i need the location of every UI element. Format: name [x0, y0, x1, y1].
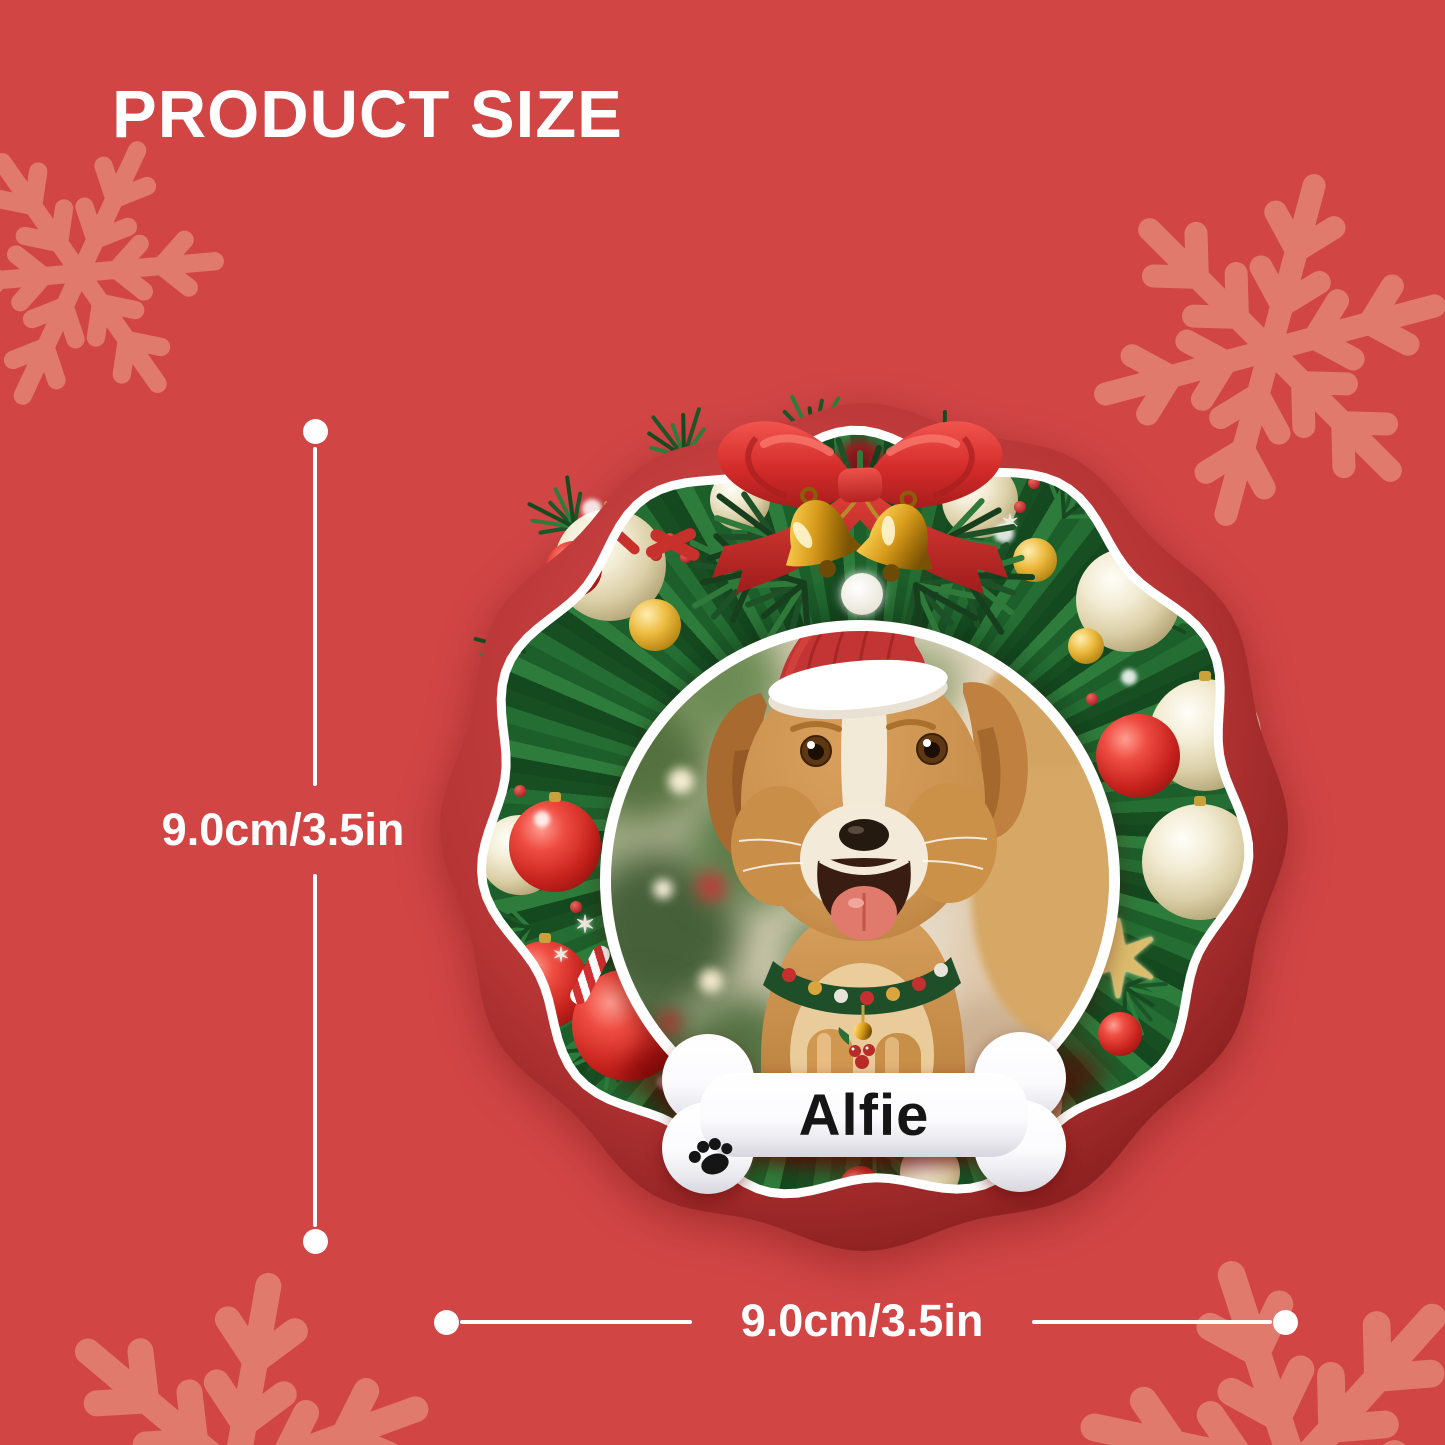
bauble-cap — [539, 933, 551, 943]
bauble-cap — [1199, 671, 1211, 681]
snowflake-icon — [1094, 174, 1445, 526]
gold-bauble — [629, 599, 681, 651]
bokeh-blob — [696, 872, 726, 902]
dimension-endpoint-dot — [1273, 1310, 1298, 1335]
bow-ribbon-icon — [712, 421, 1008, 594]
jingle-bells-icon — [785, 486, 933, 582]
berry — [570, 901, 582, 913]
red-bauble — [509, 800, 601, 892]
bauble-cap — [549, 792, 561, 802]
bokeh-blob — [699, 969, 723, 993]
pet-name: Alfie — [799, 1083, 930, 1148]
bow-and-bells — [689, 421, 1035, 656]
dimension-line-segment — [313, 447, 317, 786]
height-dimension-label: 9.0cm/3.5in — [161, 804, 405, 855]
snowflake-icon — [1080, 1261, 1445, 1445]
dimension-line-segment — [460, 1320, 692, 1324]
dimension-line-segment — [313, 874, 317, 1227]
dimension-line-segment — [1032, 1320, 1272, 1324]
santa-hat — [768, 631, 948, 720]
pet-photo-ornament: ✶ ✶ ✶ ✶ — [424, 387, 1304, 1267]
snow-dot — [582, 499, 602, 519]
star-ornament-icon: ✶ — [574, 911, 596, 939]
bauble-cap — [1194, 796, 1206, 806]
dog-eyes — [800, 733, 948, 767]
paw-print-icon — [688, 1138, 733, 1175]
dimension-endpoint-dot — [303, 419, 328, 444]
snowflake-icon — [0, 141, 224, 405]
bokeh-blob — [653, 879, 673, 899]
bokeh-blob — [657, 1011, 681, 1035]
berry — [1014, 501, 1026, 513]
dimension-endpoint-dot — [303, 1229, 328, 1254]
berry — [514, 785, 526, 797]
width-dimension-label: 9.0cm/3.5in — [740, 1295, 984, 1346]
star-ornament-icon: ✶ — [552, 944, 570, 967]
name-bone-plate: Alfie — [662, 1032, 1066, 1194]
page-title: PRODUCT SIZE — [112, 77, 623, 152]
bokeh-blob — [668, 768, 694, 794]
festive-collar — [763, 957, 961, 1069]
dog-head — [706, 661, 1028, 941]
snowflake-icon — [74, 1272, 429, 1445]
dimension-endpoint-dot — [434, 1310, 459, 1335]
santa-hat-pom — [841, 573, 883, 615]
snow-dot — [534, 811, 550, 827]
snow-dot — [1121, 669, 1137, 685]
red-bauble — [1096, 714, 1180, 798]
